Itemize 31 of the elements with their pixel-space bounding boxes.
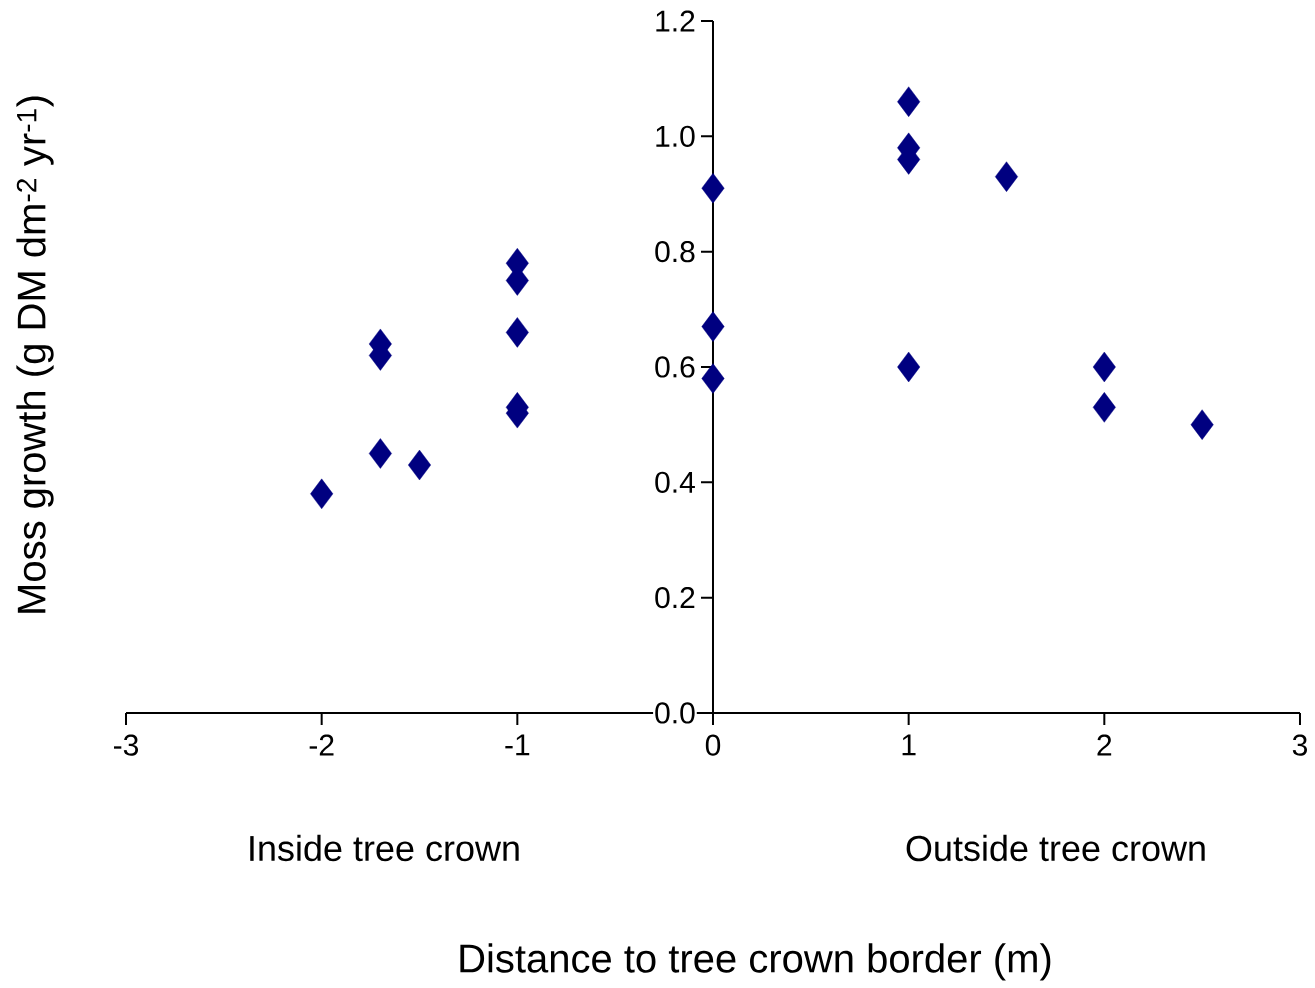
x-tick-label: -3 xyxy=(114,734,139,756)
y-tick-label: 0.4 xyxy=(655,471,695,493)
y-tick-label: 1.2 xyxy=(656,10,695,32)
point xyxy=(701,363,725,394)
point xyxy=(701,311,725,342)
point xyxy=(505,317,529,348)
x-tick-label: -2 xyxy=(309,734,334,756)
x-tick-label: 0 xyxy=(705,734,721,756)
point xyxy=(1092,392,1116,423)
y-tick-label: 0.8 xyxy=(655,241,695,263)
y-tick-label: 0.0 xyxy=(655,702,695,724)
y-tick-label: 0.6 xyxy=(655,356,695,378)
point xyxy=(408,449,431,481)
y-tick-label: 1.0 xyxy=(656,125,695,147)
point xyxy=(1092,351,1116,383)
y-tick-label: 0.2 xyxy=(655,587,695,609)
point xyxy=(1190,409,1214,440)
point xyxy=(897,86,921,117)
text: Outside tree crown xyxy=(906,834,1205,862)
point xyxy=(995,161,1018,192)
x-tick-label: 2 xyxy=(1097,734,1112,756)
x-tick-label: 3 xyxy=(1292,734,1308,756)
x-tick-label: -1 xyxy=(505,734,530,756)
point xyxy=(368,438,392,469)
point xyxy=(310,478,334,510)
x-tick-label: 1 xyxy=(902,734,916,756)
point xyxy=(701,173,725,204)
y-axis-title: Moss growth (g DM dm$^{-2}$ yr$^{-1}$) xyxy=(16,96,54,613)
text: Inside tree crown xyxy=(250,834,519,862)
point xyxy=(897,351,921,383)
x-axis-title: Distance to tree crown border (m) xyxy=(460,943,1051,981)
